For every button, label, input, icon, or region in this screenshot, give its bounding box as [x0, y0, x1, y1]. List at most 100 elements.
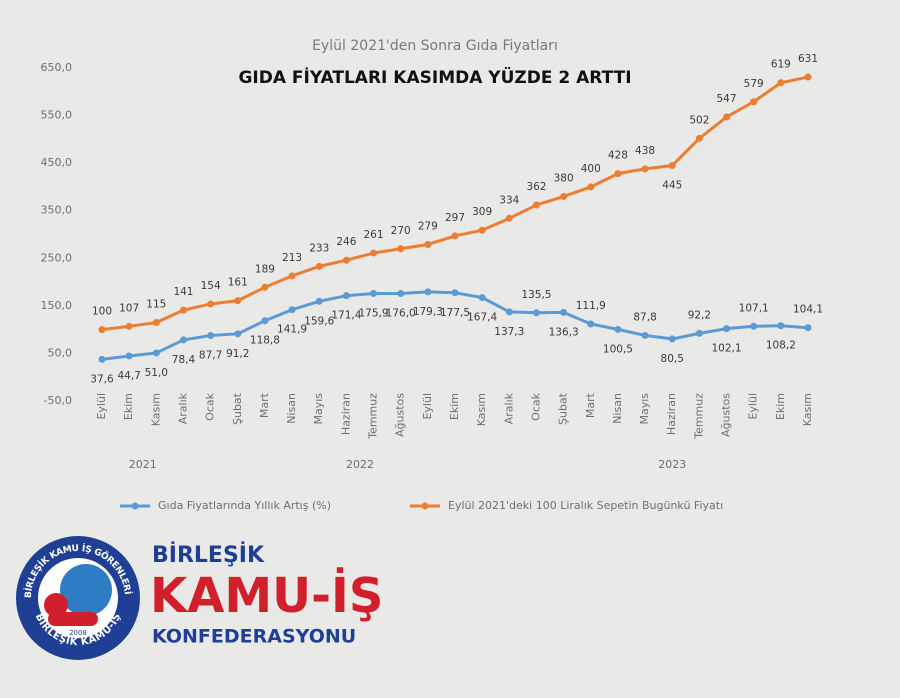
data-label: 547 — [717, 93, 737, 105]
data-label: 400 — [581, 163, 601, 175]
x-tick-label: Kasım — [149, 393, 162, 426]
data-point — [207, 331, 215, 339]
data-point — [804, 73, 812, 81]
data-label: 445 — [662, 180, 682, 192]
legend-label: Gıda Fiyatlarında Yıllık Artış (%) — [158, 499, 331, 512]
data-label: 297 — [445, 212, 465, 224]
y-tick-label: 50,0 — [48, 346, 73, 359]
data-point — [451, 232, 459, 240]
data-label: 135,5 — [521, 289, 551, 301]
data-label: 438 — [635, 145, 655, 157]
data-label: 141,9 — [277, 324, 307, 336]
data-point — [668, 335, 676, 343]
data-label: 334 — [499, 194, 519, 206]
x-tick-label: Eylül — [747, 393, 760, 420]
data-point — [152, 349, 160, 357]
data-point — [505, 214, 513, 222]
data-label: 115 — [146, 299, 166, 311]
data-point — [641, 165, 649, 173]
data-label: 118,8 — [250, 335, 280, 347]
data-point — [315, 297, 323, 305]
data-label: 279 — [418, 220, 438, 232]
data-point — [98, 326, 106, 334]
data-point — [560, 192, 568, 200]
data-point — [587, 183, 595, 191]
data-point — [478, 226, 486, 234]
data-label: 261 — [364, 229, 384, 241]
data-point — [695, 329, 703, 337]
data-label: 177,5 — [440, 307, 470, 319]
data-label: 167,4 — [467, 312, 497, 324]
data-label: 111,9 — [576, 300, 606, 312]
data-point — [342, 256, 350, 264]
x-tick-label: Mayıs — [312, 393, 325, 425]
data-label: 502 — [689, 114, 709, 126]
data-point — [207, 300, 215, 308]
data-label: 246 — [336, 236, 356, 248]
data-point — [587, 320, 595, 328]
data-label: 51,0 — [145, 367, 168, 379]
x-tick-label: Kasım — [801, 393, 814, 426]
x-tick-label: Şubat — [557, 392, 570, 425]
x-tick-label: Ağustos — [394, 393, 407, 437]
data-point — [261, 283, 269, 291]
data-point — [370, 249, 378, 257]
data-point — [397, 289, 405, 297]
data-point — [532, 201, 540, 209]
data-label: 136,3 — [549, 326, 579, 338]
data-point — [179, 336, 187, 344]
data-point — [125, 322, 133, 330]
data-point — [695, 134, 703, 142]
data-point — [125, 352, 133, 360]
data-label: 176,0 — [386, 307, 416, 319]
data-point — [98, 355, 106, 363]
x-group-label: 2021 — [129, 458, 157, 471]
data-label: 91,2 — [226, 348, 249, 360]
data-point — [641, 331, 649, 339]
x-tick-label: Ocak — [529, 392, 542, 420]
logo-year: 2008 — [69, 629, 87, 637]
x-tick-label: Ekim — [448, 393, 461, 420]
data-point — [234, 330, 242, 338]
logo-line2: KAMU-İŞ — [150, 567, 383, 624]
data-point — [614, 325, 622, 333]
data-label: 175,9 — [359, 308, 389, 320]
data-label: 107 — [119, 302, 139, 314]
data-label: 362 — [526, 181, 546, 193]
x-tick-label: Aralık — [502, 392, 515, 424]
x-tick-label: Eylül — [95, 393, 108, 420]
data-point — [777, 322, 785, 330]
y-tick-label: -50,0 — [44, 394, 72, 407]
data-point — [424, 288, 432, 296]
x-group-label: 2023 — [658, 458, 686, 471]
data-point — [288, 272, 296, 280]
data-label: 108,2 — [766, 340, 796, 352]
data-label: 270 — [391, 225, 411, 237]
x-tick-label: Eylül — [421, 393, 434, 420]
data-label: 100 — [92, 306, 112, 318]
chart-title: Eylül 2021'den Sonra Gıda Fiyatları — [312, 38, 558, 54]
data-point — [397, 245, 405, 253]
logo-globe — [60, 564, 112, 616]
data-label: 100,5 — [603, 343, 633, 355]
data-point — [234, 297, 242, 305]
data-point — [451, 289, 459, 297]
data-label: 309 — [472, 206, 492, 218]
x-tick-label: Temmuz — [367, 393, 380, 440]
x-tick-label: Aralık — [176, 392, 189, 424]
legend-label: Eylül 2021'deki 100 Liralık Sepetin Bugü… — [448, 499, 723, 512]
data-point — [370, 290, 378, 298]
data-label: 92,2 — [688, 309, 711, 321]
data-label: 141 — [173, 286, 193, 298]
x-tick-label: Haziran — [339, 393, 352, 435]
data-label: 380 — [554, 172, 574, 184]
data-label: 579 — [744, 78, 764, 90]
x-tick-label: Ekim — [774, 393, 787, 420]
data-label: 102,1 — [712, 343, 742, 355]
data-point — [560, 308, 568, 316]
logo: BİRLEŞİK KAMU İŞ GÖRENLERİ SENDİKALARI K… — [0, 0, 383, 660]
data-point — [532, 309, 540, 317]
data-label: 37,6 — [90, 373, 114, 385]
x-tick-label: Ağustos — [720, 393, 733, 437]
